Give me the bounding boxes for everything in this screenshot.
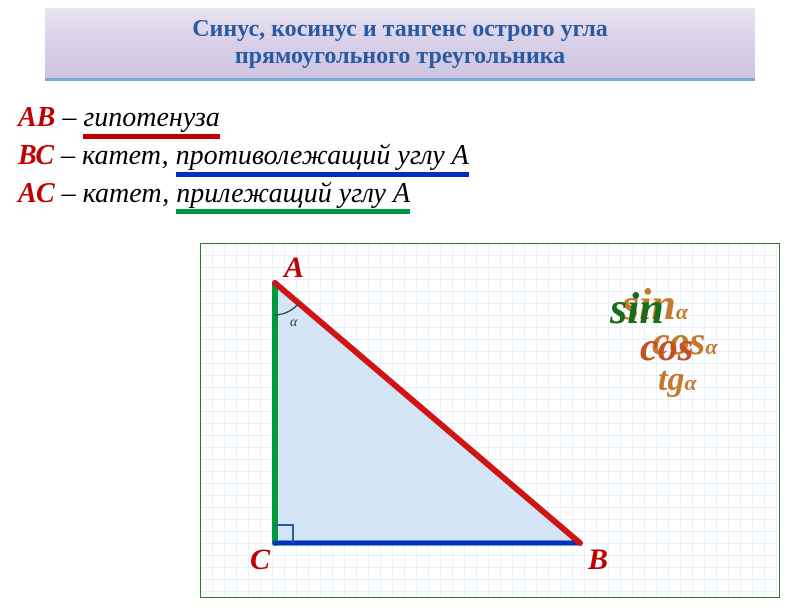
title-line-2: прямоугольного треугольника bbox=[65, 43, 735, 70]
definition-row: АС – катет, прилежащий углу А bbox=[18, 175, 782, 213]
segment-label: АС bbox=[18, 178, 55, 209]
diagram-area: А С В α sinα cosα sin cos tgα bbox=[200, 243, 780, 598]
alpha-label: α bbox=[290, 315, 297, 331]
vertex-label-b: В bbox=[588, 543, 608, 577]
definition-text: гипотенуза bbox=[83, 99, 219, 137]
definition-prefix: катет, bbox=[83, 178, 177, 209]
definitions: АВ – гипотенуза ВС – катет, противолежащ… bbox=[18, 99, 782, 212]
definition-row: ВС – катет, противолежащий углу А bbox=[18, 137, 782, 175]
segment-label: АВ bbox=[18, 102, 55, 133]
vertex-label-a: А bbox=[284, 251, 304, 285]
definition-row: АВ – гипотенуза bbox=[18, 99, 782, 137]
title-line-1: Синус, косинус и тангенс острого угла bbox=[65, 16, 735, 43]
trig-stack: sinα cosα sin cos tgα bbox=[600, 283, 780, 443]
dash: – bbox=[61, 140, 75, 171]
title-banner: Синус, косинус и тангенс острого угла пр… bbox=[45, 8, 755, 81]
dash: – bbox=[62, 102, 76, 133]
tg-label: tgα bbox=[658, 361, 697, 399]
vertex-label-c: С bbox=[250, 543, 270, 577]
definition-prefix: катет, bbox=[82, 140, 176, 171]
definition-text: прилежащий углу А bbox=[176, 175, 410, 213]
segment-label: ВС bbox=[18, 140, 54, 171]
dash: – bbox=[62, 178, 76, 209]
definition-text: противолежащий углу А bbox=[176, 137, 469, 175]
underline-bar bbox=[176, 209, 410, 214]
